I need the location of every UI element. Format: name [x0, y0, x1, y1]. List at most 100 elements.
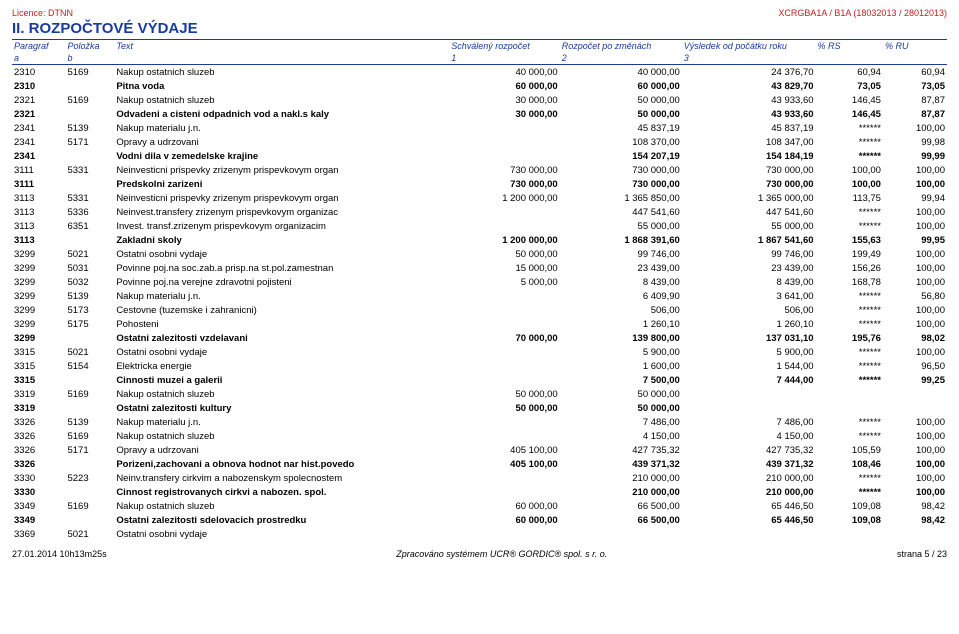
table-cell: ****** — [816, 303, 883, 317]
table-cell: 60 000,00 — [449, 499, 559, 513]
table-row: 33495169Nakup ostatnich sluzeb60 000,006… — [12, 499, 947, 513]
table-cell: 168,78 — [816, 275, 883, 289]
table-cell: 100,00 — [816, 177, 883, 191]
table-cell — [449, 373, 559, 387]
table-cell: 1 200 000,00 — [449, 233, 559, 247]
table-row: 31136351Invest. transf.zrizenym prispevk… — [12, 219, 947, 233]
table-cell: Neinvest.transfery zrizenym prispevkovym… — [114, 205, 449, 219]
col-pozmenach: Rozpočet po změnách — [560, 40, 682, 53]
table-cell: ****** — [816, 373, 883, 387]
table-cell: 5139 — [65, 415, 114, 429]
table-cell — [449, 303, 559, 317]
table-cell: 5031 — [65, 261, 114, 275]
table-row: 2341Vodni dila v zemedelske krajine154 2… — [12, 149, 947, 163]
table-cell: 2341 — [12, 149, 65, 163]
table-cell: 405 100,00 — [449, 457, 559, 471]
col-a: a — [12, 52, 65, 65]
table-cell: 3299 — [12, 303, 65, 317]
table-cell: 65 446,50 — [682, 499, 816, 513]
table-cell: 99,98 — [883, 135, 947, 149]
table-cell: Nakup ostatnich sluzeb — [114, 93, 449, 107]
table-cell: 60 000,00 — [449, 513, 559, 527]
table-header-row-2: a b 1 2 3 — [12, 52, 947, 65]
table-cell: 5169 — [65, 429, 114, 443]
table-cell: 6 409,90 — [560, 289, 682, 303]
table-cell: 3326 — [12, 457, 65, 471]
table-cell: 5 000,00 — [449, 275, 559, 289]
table-cell: 99,94 — [883, 191, 947, 205]
table-cell — [65, 149, 114, 163]
table-cell — [65, 233, 114, 247]
table-cell: 506,00 — [682, 303, 816, 317]
table-cell: 3299 — [12, 289, 65, 303]
table-cell: 2310 — [12, 79, 65, 93]
table-cell: ****** — [816, 485, 883, 499]
table-cell: 50 000,00 — [560, 401, 682, 415]
table-cell: Povinne poj.na soc.zab.a prisp.na st.pol… — [114, 261, 449, 275]
table-cell: 3330 — [12, 485, 65, 499]
table-row: 3299Ostatni zalezitosti vzdelavani70 000… — [12, 331, 947, 345]
table-cell: ****** — [816, 121, 883, 135]
table-cell: 3299 — [12, 247, 65, 261]
table-cell: 60,94 — [883, 65, 947, 80]
table-cell: 1 260,10 — [560, 317, 682, 331]
table-cell: Ostatni zalezitosti kultury — [114, 401, 449, 415]
table-cell: 210 000,00 — [560, 471, 682, 485]
table-cell: 50 000,00 — [449, 247, 559, 261]
table-cell — [682, 387, 816, 401]
table-cell — [449, 205, 559, 219]
table-cell: 199,49 — [816, 247, 883, 261]
table-cell: 3326 — [12, 415, 65, 429]
table-cell: 1 365 000,00 — [682, 191, 816, 205]
table-cell — [449, 485, 559, 499]
table-cell: 5021 — [65, 345, 114, 359]
table-cell: Opravy a udrzovani — [114, 135, 449, 149]
table-cell: 5021 — [65, 247, 114, 261]
table-cell: 2310 — [12, 65, 65, 80]
table-row: 33265139Nakup materialu j.n.7 486,007 48… — [12, 415, 947, 429]
table-row: 2321Odvadeni a cisteni odpadnich vod a n… — [12, 107, 947, 121]
table-cell: Nakup materialu j.n. — [114, 121, 449, 135]
table-cell: Nakup materialu j.n. — [114, 415, 449, 429]
table-cell: 154 207,19 — [560, 149, 682, 163]
table-cell: 5169 — [65, 387, 114, 401]
table-cell: 5139 — [65, 121, 114, 135]
table-cell — [449, 527, 559, 541]
col-2: 2 — [560, 52, 682, 65]
table-cell: 66 500,00 — [560, 499, 682, 513]
table-cell: 100,00 — [883, 275, 947, 289]
table-cell: 100,00 — [883, 247, 947, 261]
table-cell: 3315 — [12, 373, 65, 387]
table-row: 3319Ostatni zalezitosti kultury50 000,00… — [12, 401, 947, 415]
table-cell: Ostatni osobni vydaje — [114, 247, 449, 261]
table-cell — [65, 373, 114, 387]
table-cell: 109,08 — [816, 513, 883, 527]
table-cell — [883, 401, 947, 415]
table-cell: 100,00 — [883, 219, 947, 233]
table-cell: ****** — [816, 415, 883, 429]
table-cell: 405 100,00 — [449, 443, 559, 457]
table-cell: ****** — [816, 345, 883, 359]
col-1: 1 — [449, 52, 559, 65]
table-cell: 23 439,00 — [560, 261, 682, 275]
table-cell: 30 000,00 — [449, 93, 559, 107]
table-cell: 100,00 — [883, 345, 947, 359]
table-cell: 100,00 — [883, 443, 947, 457]
table-cell: 5173 — [65, 303, 114, 317]
table-cell: 139 800,00 — [560, 331, 682, 345]
col-vysledek: Výsledek od počátku roku — [682, 40, 816, 53]
table-cell: 99,25 — [883, 373, 947, 387]
table-cell — [682, 401, 816, 415]
table-cell: 96,50 — [883, 359, 947, 373]
table-cell: 156,26 — [816, 261, 883, 275]
table-cell: 210 000,00 — [560, 485, 682, 499]
table-cell: 195,76 — [816, 331, 883, 345]
table-cell — [65, 457, 114, 471]
table-row: 3315Cinnosti muzei a galerii7 500,007 44… — [12, 373, 947, 387]
table-cell: 109,08 — [816, 499, 883, 513]
table-cell: 7 486,00 — [682, 415, 816, 429]
table-cell — [449, 429, 559, 443]
table-row: 23415171Opravy a udrzovani108 370,00108 … — [12, 135, 947, 149]
table-cell: 5169 — [65, 65, 114, 80]
table-cell: 5171 — [65, 135, 114, 149]
